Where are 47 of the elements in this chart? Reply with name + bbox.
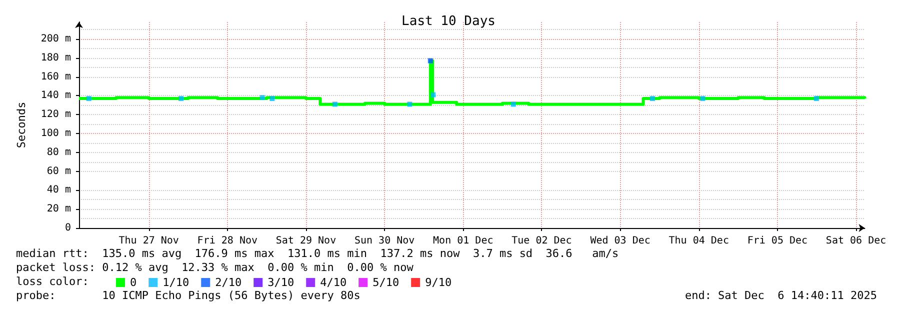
point [178,96,184,102]
x-tick-label: Thu 27 Nov [118,236,179,246]
y-tick-label: 200 m [40,34,71,45]
x-tick-label: Mon 01 Dec [433,236,494,246]
legend-title: loss color: [16,275,89,288]
point [650,96,655,102]
legend-label: 9/10 [425,276,452,289]
x-tick-label: Wed 03 Dec [590,236,650,246]
x-tick-label: Sat 29 Nov [276,236,336,246]
x-tick-label: Tue 02 Dec [512,236,572,246]
point [700,96,706,102]
legend-label: 4/10 [320,276,347,289]
legend-label: 2/10 [215,276,242,289]
legend-label: 1/10 [162,276,190,289]
point [430,92,436,98]
y-tick-label: 0 [64,222,71,234]
y-tick-label: 60 m [46,166,71,177]
y-tick-label: 120 m [40,109,71,120]
point [86,96,92,102]
text: median rtt: 135.0 ms avg 176.9 ms max 131.0 ms min 137.2 ms now 3.7 ms sd 36.6 am/s [16,247,619,260]
y-tick-label: 160 m [40,71,71,82]
legend-label: 3/10 [268,276,294,289]
x-tick-label: Thu 04 Dec [668,236,729,246]
y-tick-label: 140 m [40,90,71,102]
y-tick-label: 180 m [40,52,71,64]
chart-title: Last 10 Days [402,14,496,29]
point [407,102,412,107]
point [428,58,433,64]
y-tick-label: 80 m [46,146,71,158]
point [332,102,338,107]
text: probe: 10 ICMP Echo Pings (56 Bytes) every 80s [16,289,360,302]
x-tick-label: Fri 05 Dec [747,236,808,246]
point [510,102,516,107]
point [260,95,265,100]
legend-label: 5/10 [372,276,400,289]
x-tick-label: Fri 28 Nov [197,236,258,246]
point [270,96,275,102]
y-tick-label: 100 m [40,128,71,140]
y-axis-title: Seconds [15,102,28,148]
y-tick-label: 40 m [46,184,71,196]
legend-label: 0 [130,276,137,289]
x-tick-label: Sun 30 Nov [354,236,415,246]
point [814,96,819,102]
x-tick-label: Sat 06 Dec [826,236,886,246]
text: end: Sat Dec 6 14:40:11 2025 [684,289,878,302]
text: packet loss: 0.12 % avg 12.33 % max 0.00 % min 0.00 % now [16,261,414,274]
y-tick-label: 20 m [46,204,71,215]
